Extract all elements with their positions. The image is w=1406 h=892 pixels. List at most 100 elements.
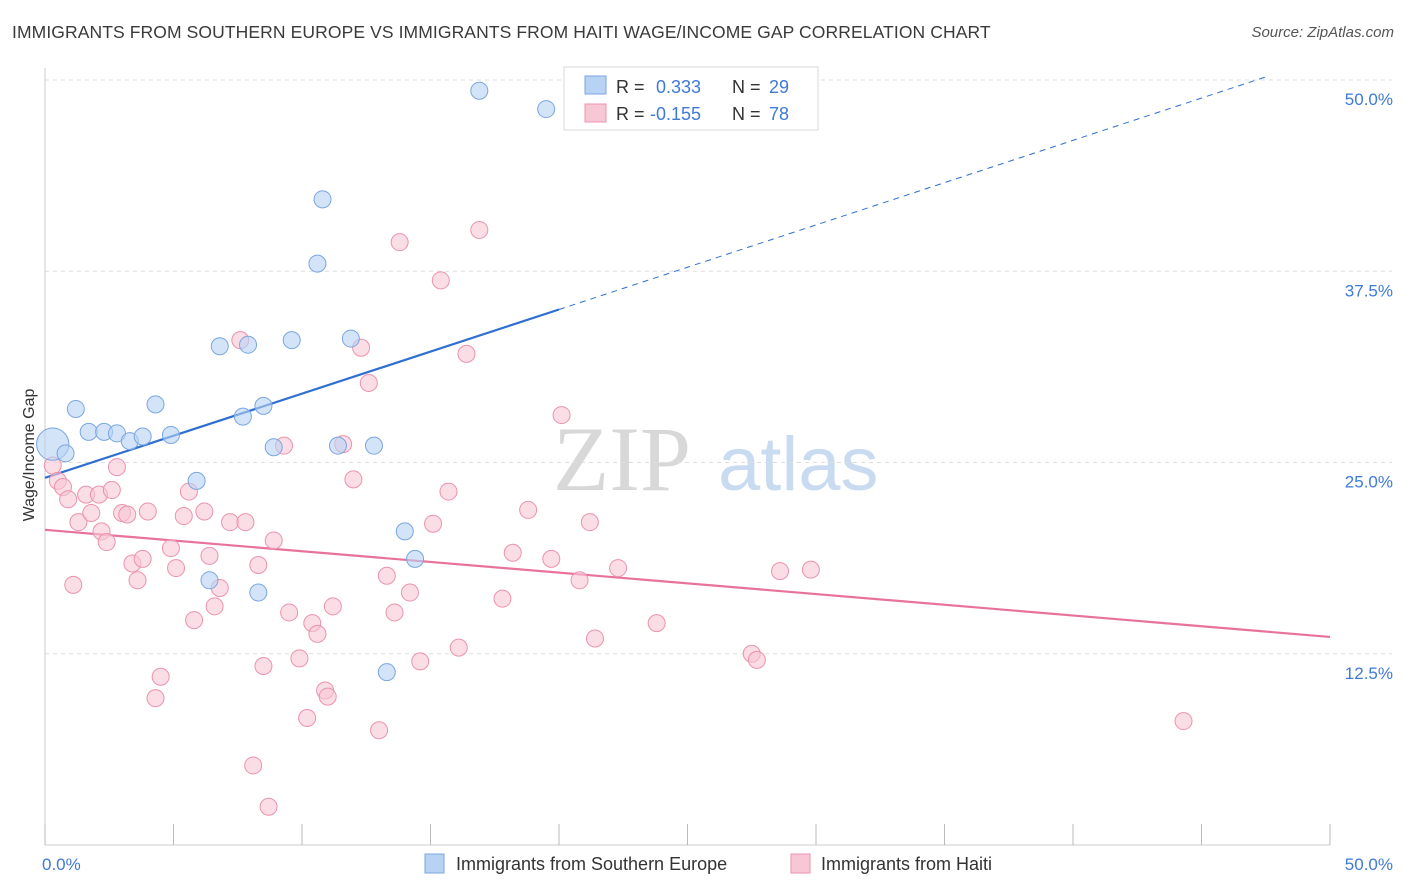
southern-europe-point bbox=[210, 337, 229, 356]
y-tick-label: 50.0% bbox=[1345, 90, 1393, 109]
stats-pink-r-label: R = bbox=[616, 104, 645, 124]
haiti-point bbox=[1174, 712, 1193, 731]
haiti-point bbox=[449, 638, 468, 657]
y-tick-labels: 12.5% 25.0% 37.5% 50.0% bbox=[1345, 90, 1393, 683]
stats-blue-r-value: 0.333 bbox=[656, 77, 701, 97]
haiti-point bbox=[59, 490, 78, 509]
southern-europe-point bbox=[406, 549, 425, 568]
stats-blue-r-label: R = bbox=[616, 77, 645, 97]
haiti-point bbox=[377, 566, 396, 585]
haiti-point bbox=[264, 531, 283, 550]
haiti-point bbox=[195, 502, 214, 521]
stats-box: R = 0.333 N = 29 R = -0.155 N = 78 bbox=[563, 66, 819, 131]
watermark-zip: ZIP bbox=[553, 408, 691, 510]
haiti-point bbox=[585, 629, 604, 648]
haiti-point bbox=[185, 611, 204, 630]
southern-europe-point bbox=[233, 407, 252, 426]
stats-blue-n-value: 29 bbox=[769, 77, 789, 97]
southern-europe-point bbox=[79, 422, 98, 441]
haiti-point bbox=[542, 549, 561, 568]
haiti-point bbox=[82, 503, 101, 522]
stats-pink-swatch bbox=[584, 103, 607, 123]
southern-europe-point bbox=[200, 571, 219, 590]
haiti-point bbox=[151, 667, 170, 686]
southern-europe-point bbox=[308, 254, 327, 273]
southern-europe-point bbox=[537, 100, 556, 119]
stats-pink-n-label: N = bbox=[732, 104, 761, 124]
watermark-atlas: atlas bbox=[718, 422, 879, 507]
y-tick-label: 37.5% bbox=[1345, 281, 1393, 300]
southern-europe-point bbox=[187, 471, 206, 490]
haiti-point bbox=[259, 797, 278, 816]
haiti-points bbox=[43, 220, 1193, 816]
haiti-trend-line bbox=[44, 528, 1331, 639]
southern-europe-point bbox=[56, 444, 75, 463]
haiti-point bbox=[102, 481, 121, 500]
southern-europe-point bbox=[313, 190, 332, 209]
haiti-point bbox=[424, 514, 443, 533]
haiti-point bbox=[118, 505, 137, 524]
legend-pink-swatch bbox=[790, 853, 811, 874]
southern-europe-trend-line bbox=[44, 308, 560, 479]
southern-europe-point bbox=[264, 438, 283, 457]
southern-europe-point bbox=[133, 427, 152, 446]
chart-title: IMMIGRANTS FROM SOUTHERN EUROPE VS IMMIG… bbox=[12, 22, 991, 42]
haiti-point bbox=[254, 656, 273, 675]
haiti-point bbox=[519, 500, 538, 519]
haiti-point bbox=[431, 271, 450, 290]
y-tick-label: 25.0% bbox=[1345, 473, 1393, 492]
haiti-point bbox=[359, 373, 378, 392]
x-tick-label: 0.0% bbox=[42, 855, 81, 874]
haiti-point bbox=[771, 562, 790, 581]
southern-europe-trend-extension bbox=[558, 76, 1266, 310]
southern-europe-point bbox=[254, 396, 273, 415]
haiti-point bbox=[107, 458, 126, 477]
southern-europe-point bbox=[470, 81, 489, 100]
haiti-point bbox=[801, 560, 820, 579]
haiti-point bbox=[205, 597, 224, 616]
haiti-point bbox=[439, 482, 458, 501]
haiti-point bbox=[161, 539, 180, 558]
haiti-point bbox=[290, 649, 309, 668]
haiti-point bbox=[236, 513, 255, 532]
haiti-point bbox=[570, 571, 589, 590]
haiti-point bbox=[200, 546, 219, 565]
haiti-point bbox=[138, 502, 157, 521]
haiti-point bbox=[128, 571, 147, 590]
haiti-point bbox=[390, 233, 409, 252]
x-tick-label: 50.0% bbox=[1345, 855, 1393, 874]
legend-pink-label: Immigrants from Haiti bbox=[821, 854, 992, 874]
haiti-point bbox=[323, 597, 342, 616]
haiti-point bbox=[280, 603, 299, 622]
haiti-point bbox=[580, 513, 599, 532]
southern-europe-point bbox=[395, 522, 414, 541]
southern-europe-point bbox=[161, 425, 180, 444]
grid-lines bbox=[45, 79, 1392, 655]
southern-europe-point bbox=[249, 583, 268, 602]
haiti-point bbox=[400, 583, 419, 602]
haiti-point bbox=[552, 406, 571, 425]
southern-europe-point bbox=[66, 399, 85, 418]
haiti-point bbox=[493, 589, 512, 608]
haiti-point bbox=[133, 549, 152, 568]
haiti-point bbox=[249, 556, 268, 575]
stats-blue-swatch bbox=[584, 75, 607, 95]
legend: Immigrants from Southern Europe Immigran… bbox=[424, 853, 992, 874]
haiti-point bbox=[174, 507, 193, 526]
stats-pink-n-value: 78 bbox=[769, 104, 789, 124]
haiti-point bbox=[318, 687, 337, 706]
haiti-point bbox=[747, 650, 766, 669]
stats-pink-r-value: -0.155 bbox=[650, 104, 701, 124]
southern-europe-point bbox=[377, 663, 396, 682]
haiti-point bbox=[97, 533, 116, 552]
haiti-point bbox=[298, 709, 317, 728]
haiti-point bbox=[609, 559, 628, 578]
southern-europe-point bbox=[239, 335, 258, 354]
trend-lines bbox=[44, 76, 1331, 639]
haiti-point bbox=[370, 721, 389, 740]
haiti-point bbox=[411, 652, 430, 671]
stats-blue-n-label: N = bbox=[732, 77, 761, 97]
haiti-point bbox=[69, 513, 88, 532]
haiti-point bbox=[221, 513, 240, 532]
